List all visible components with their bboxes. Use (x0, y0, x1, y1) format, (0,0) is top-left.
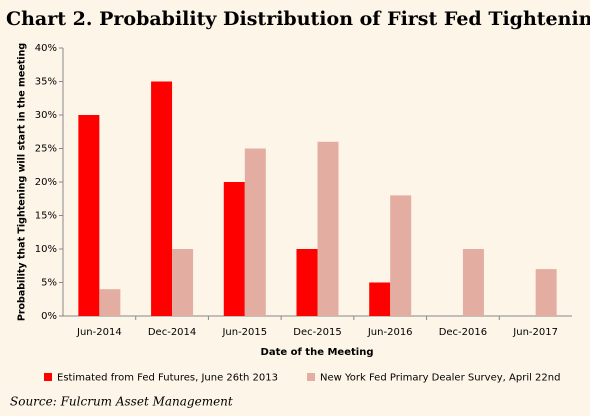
x-tick-label: Jun-2016 (367, 327, 413, 338)
y-axis-title: Probability that Tightening will start i… (17, 43, 28, 321)
x-tick-label: Dec-2016 (439, 327, 487, 338)
bar (390, 195, 412, 316)
legend-label: Estimated from Fed Futures, June 26th 20… (57, 373, 278, 384)
bar (223, 182, 245, 316)
bar (317, 141, 339, 316)
y-tick-label: 30% (35, 110, 57, 121)
y-tick-label: 10% (35, 244, 57, 255)
bar (172, 249, 194, 316)
x-tick-label: Jun-2015 (221, 327, 267, 338)
x-axis-title: Date of the Meeting (261, 347, 374, 358)
bar (244, 148, 266, 316)
x-tick-label: Dec-2014 (148, 327, 196, 338)
legend-swatch (307, 373, 315, 381)
bar (99, 289, 121, 316)
bar (296, 249, 318, 316)
y-tick-label: 15% (35, 211, 57, 222)
y-tick-label: 5% (41, 278, 57, 289)
y-tick-label: 0% (41, 311, 57, 322)
bar (151, 81, 173, 316)
bar (369, 282, 391, 316)
bar (462, 249, 484, 316)
bar (78, 115, 100, 316)
y-tick-label: 25% (35, 144, 57, 155)
chart-title: Chart 2. Probability Distribution of Fir… (6, 8, 590, 30)
legend-swatch (44, 373, 52, 381)
y-tick-label: 35% (35, 77, 57, 88)
x-tick-label: Jun-2014 (76, 327, 122, 338)
bar (535, 269, 557, 316)
y-tick-label: 20% (35, 177, 57, 188)
x-tick-label: Jun-2017 (512, 327, 558, 338)
x-tick-label: Dec-2015 (293, 327, 341, 338)
y-tick-label: 40% (35, 43, 57, 54)
legend-label: New York Fed Primary Dealer Survey, Apri… (320, 373, 560, 384)
source: Source: Fulcrum Asset Management (10, 395, 233, 409)
